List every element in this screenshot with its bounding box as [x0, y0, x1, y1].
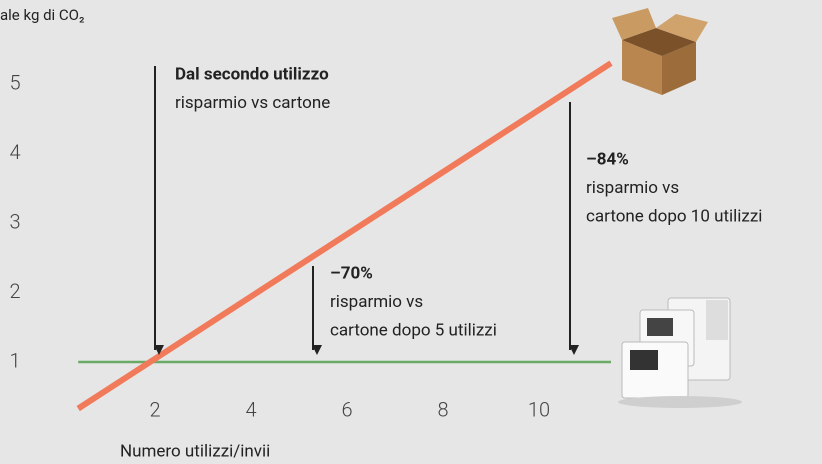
x-tick-label: 6 — [341, 397, 352, 421]
annotation-text: risparmio vs — [330, 292, 423, 312]
x-axis-label: Numero utilizzi/invii — [120, 441, 270, 461]
y-tick-label: 1 — [9, 348, 20, 372]
annotation-text: risparmio vs — [586, 178, 679, 198]
annotation-text: –70% — [330, 263, 373, 283]
y-axis-label: ale kg di CO₂ — [0, 6, 85, 24]
y-tick-label: 4 — [9, 140, 20, 164]
annotation-text: risparmio vs cartone — [175, 93, 330, 113]
chart: ale kg di CO₂ Numero utilizzi/invii 1 2 3 4… — [0, 0, 822, 464]
x-tick-label: 10 — [528, 397, 550, 421]
annotation-text: Dal secondo utilizzo — [175, 64, 329, 84]
background — [0, 0, 822, 464]
x-tick-label: 8 — [437, 397, 448, 421]
page: ale kg di CO₂ Numero utilizzi/invii 1 2 3 4… — [0, 0, 822, 464]
annotation-text: cartone dopo 10 utilizzi — [586, 206, 762, 226]
annotation-text: –84% — [586, 149, 629, 169]
annotation-text: cartone dopo 5 utilizzi — [330, 320, 497, 340]
y-tick-label: 5 — [9, 70, 20, 94]
x-tick-label: 4 — [245, 397, 256, 421]
y-tick-label: 2 — [9, 279, 20, 303]
y-tick-label: 3 — [9, 209, 20, 233]
x-tick-label: 2 — [149, 397, 160, 421]
